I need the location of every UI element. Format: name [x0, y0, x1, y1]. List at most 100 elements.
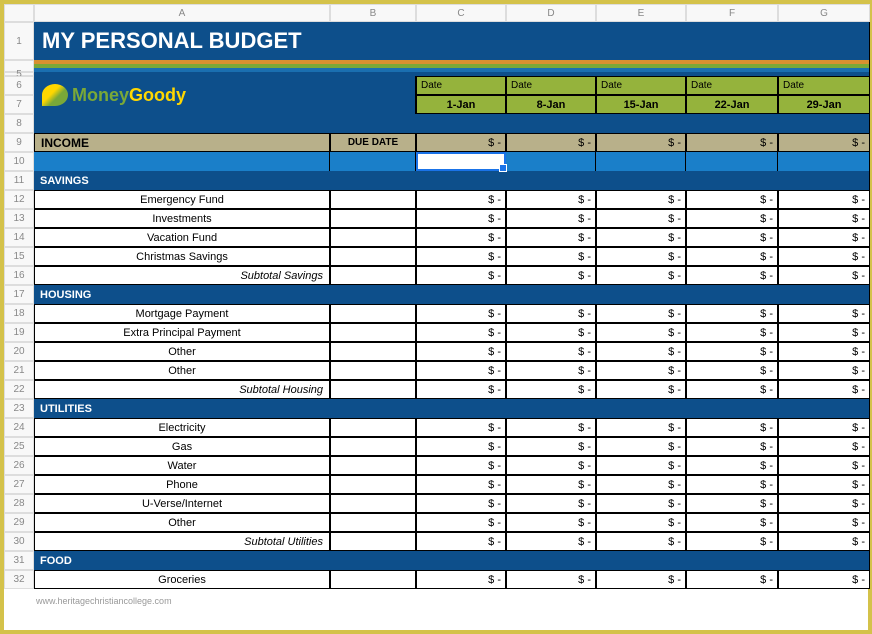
col-header-d[interactable]: D: [506, 4, 596, 22]
due-date-cell[interactable]: [330, 304, 416, 323]
due-date-cell[interactable]: [330, 209, 416, 228]
date-cell[interactable]: 15-Jan: [596, 95, 686, 114]
income-value[interactable]: $ -: [596, 133, 686, 152]
income-label[interactable]: INCOME: [34, 133, 330, 152]
item-label[interactable]: U-Verse/Internet: [34, 494, 330, 513]
date-header[interactable]: Date: [416, 76, 506, 95]
row-header-25[interactable]: 25: [4, 437, 34, 456]
value-cell[interactable]: $ -: [506, 513, 596, 532]
corner-cell[interactable]: [4, 4, 34, 22]
value-cell[interactable]: $ -: [596, 418, 686, 437]
row-header-10[interactable]: 10: [4, 152, 34, 171]
value-cell[interactable]: $ -: [778, 570, 870, 589]
due-date-cell[interactable]: [330, 361, 416, 380]
row-header-8[interactable]: 8: [4, 114, 34, 133]
value-cell[interactable]: $ -: [596, 380, 686, 399]
value-cell[interactable]: $ -: [506, 361, 596, 380]
due-date-cell[interactable]: [330, 456, 416, 475]
value-cell[interactable]: $ -: [506, 494, 596, 513]
section-header[interactable]: UTILITIES: [34, 399, 870, 418]
value-cell[interactable]: $ -: [506, 570, 596, 589]
value-cell[interactable]: $ -: [596, 342, 686, 361]
row-header-30[interactable]: 30: [4, 532, 34, 551]
value-cell[interactable]: $ -: [596, 494, 686, 513]
value-cell[interactable]: $ -: [778, 247, 870, 266]
row-header-22[interactable]: 22: [4, 380, 34, 399]
item-label[interactable]: Mortgage Payment: [34, 304, 330, 323]
date-cell[interactable]: 29-Jan: [778, 95, 870, 114]
value-cell[interactable]: $ -: [686, 247, 778, 266]
value-cell[interactable]: $ -: [416, 380, 506, 399]
value-cell[interactable]: $ -: [416, 209, 506, 228]
due-date-cell[interactable]: [330, 570, 416, 589]
value-cell[interactable]: $ -: [596, 247, 686, 266]
value-cell[interactable]: $ -: [416, 304, 506, 323]
value-cell[interactable]: $ -: [506, 304, 596, 323]
date-header[interactable]: Date: [686, 76, 778, 95]
due-date-cell[interactable]: [330, 437, 416, 456]
value-cell[interactable]: $ -: [416, 190, 506, 209]
row-header-12[interactable]: 12: [4, 190, 34, 209]
value-cell[interactable]: $ -: [778, 532, 870, 551]
value-cell[interactable]: $ -: [506, 228, 596, 247]
value-cell[interactable]: $ -: [416, 513, 506, 532]
item-label[interactable]: Other: [34, 361, 330, 380]
value-cell[interactable]: $ -: [596, 209, 686, 228]
value-cell[interactable]: $ -: [506, 475, 596, 494]
value-cell[interactable]: $ -: [778, 494, 870, 513]
section-header[interactable]: SAVINGS: [34, 171, 870, 190]
row-header-29[interactable]: 29: [4, 513, 34, 532]
col-header-e[interactable]: E: [596, 4, 686, 22]
value-cell[interactable]: $ -: [778, 456, 870, 475]
blue-spacer[interactable]: [330, 152, 416, 171]
row-header-20[interactable]: 20: [4, 342, 34, 361]
due-date-cell[interactable]: [330, 418, 416, 437]
value-cell[interactable]: $ -: [416, 228, 506, 247]
value-cell[interactable]: $ -: [506, 532, 596, 551]
row-header-9[interactable]: 9: [4, 133, 34, 152]
row-header-11[interactable]: 11: [4, 171, 34, 190]
row-header-26[interactable]: 26: [4, 456, 34, 475]
blue-spacer[interactable]: [778, 152, 870, 171]
due-date-cell[interactable]: [330, 342, 416, 361]
item-label[interactable]: Other: [34, 342, 330, 361]
value-cell[interactable]: $ -: [686, 304, 778, 323]
row-header-14[interactable]: 14: [4, 228, 34, 247]
date-cell[interactable]: 8-Jan: [506, 95, 596, 114]
value-cell[interactable]: $ -: [416, 456, 506, 475]
date-cell[interactable]: 1-Jan: [416, 95, 506, 114]
value-cell[interactable]: $ -: [506, 380, 596, 399]
row-header-31[interactable]: 31: [4, 551, 34, 570]
value-cell[interactable]: $ -: [778, 475, 870, 494]
item-label[interactable]: Water: [34, 456, 330, 475]
value-cell[interactable]: $ -: [596, 266, 686, 285]
value-cell[interactable]: $ -: [416, 361, 506, 380]
value-cell[interactable]: $ -: [596, 456, 686, 475]
date-header[interactable]: Date: [596, 76, 686, 95]
value-cell[interactable]: $ -: [596, 513, 686, 532]
value-cell[interactable]: $ -: [596, 437, 686, 456]
value-cell[interactable]: $ -: [596, 570, 686, 589]
blue-spacer[interactable]: [596, 152, 686, 171]
subtotal-label[interactable]: Subtotal Housing: [34, 380, 330, 399]
value-cell[interactable]: $ -: [686, 418, 778, 437]
col-header-f[interactable]: F: [686, 4, 778, 22]
value-cell[interactable]: $ -: [778, 190, 870, 209]
col-header-g[interactable]: G: [778, 4, 870, 22]
row-header-23[interactable]: 23: [4, 399, 34, 418]
value-cell[interactable]: $ -: [506, 190, 596, 209]
value-cell[interactable]: $ -: [416, 247, 506, 266]
item-label[interactable]: Gas: [34, 437, 330, 456]
value-cell[interactable]: $ -: [506, 418, 596, 437]
value-cell[interactable]: $ -: [778, 228, 870, 247]
value-cell[interactable]: $ -: [686, 494, 778, 513]
value-cell[interactable]: $ -: [686, 323, 778, 342]
item-label[interactable]: Groceries: [34, 570, 330, 589]
value-cell[interactable]: $ -: [686, 342, 778, 361]
item-label[interactable]: Investments: [34, 209, 330, 228]
value-cell[interactable]: $ -: [686, 570, 778, 589]
value-cell[interactable]: $ -: [778, 437, 870, 456]
value-cell[interactable]: $ -: [416, 418, 506, 437]
item-label[interactable]: Phone: [34, 475, 330, 494]
due-date-label[interactable]: DUE DATE: [330, 133, 416, 152]
